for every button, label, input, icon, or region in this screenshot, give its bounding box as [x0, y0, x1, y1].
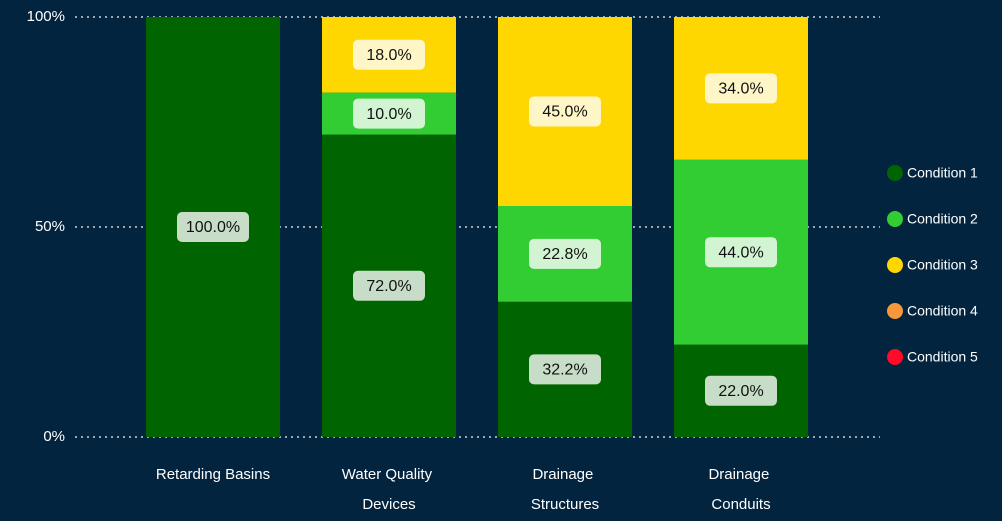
value-label-box	[177, 212, 249, 242]
legend-label: Condition 3	[907, 257, 978, 273]
value-label: 45.0%	[529, 96, 601, 127]
y-tick-label: 0%	[43, 428, 65, 445]
value-label-box	[705, 237, 777, 268]
value-label-text: 45.0%	[542, 104, 587, 121]
value-label: 18.0%	[353, 39, 425, 70]
legend-label: Condition 5	[907, 349, 978, 365]
value-label: 34.0%	[705, 73, 777, 104]
x-tick-label: Drainage Structures	[531, 466, 599, 513]
legend-marker	[887, 165, 903, 181]
legend-label: Condition 2	[907, 211, 978, 227]
legend-marker	[887, 303, 903, 319]
value-label-box	[529, 354, 601, 385]
x-tick-label-line: Devices	[362, 496, 415, 513]
value-label: 32.2%	[529, 354, 601, 385]
value-label-text: 34.0%	[718, 81, 763, 98]
value-label-text: 10.0%	[366, 106, 411, 123]
value-label-box	[353, 39, 425, 70]
x-tick-label-line: Water Quality	[342, 466, 436, 483]
value-label: 22.8%	[529, 238, 601, 269]
x-tick-label: Drainage Conduits	[708, 466, 773, 513]
x-tick-label-line: Conduits	[711, 496, 770, 513]
legend-marker	[887, 257, 903, 273]
value-label-text: 44.0%	[718, 244, 763, 261]
value-label-text: 72.0%	[366, 278, 411, 295]
legend-label: Condition 4	[907, 303, 978, 319]
x-tick-label: Water Quality Devices	[342, 466, 436, 513]
x-tick-label: Retarding Basins	[156, 466, 270, 483]
value-label: 100.0%	[177, 212, 249, 242]
value-label-box	[705, 375, 777, 406]
x-tick-label-line: Structures	[531, 496, 599, 513]
value-label: 44.0%	[705, 237, 777, 268]
value-label-box	[529, 96, 601, 127]
legend-marker	[887, 349, 903, 365]
value-label-text: 32.2%	[542, 362, 587, 379]
legend-label: Condition 1	[907, 165, 978, 181]
value-label-text: 100.0%	[186, 219, 240, 236]
value-label-text: 18.0%	[366, 47, 411, 64]
value-label: 72.0%	[353, 270, 425, 301]
value-label: 10.0%	[353, 98, 425, 129]
value-label: 22.0%	[705, 375, 777, 406]
value-label-text: 22.8%	[542, 246, 587, 263]
value-label-box	[353, 98, 425, 129]
x-tick-label-line: Drainage	[708, 466, 773, 483]
value-label-box	[353, 270, 425, 301]
y-tick-label: 50%	[35, 218, 65, 235]
value-label-box	[705, 73, 777, 104]
value-label-text: 22.0%	[718, 383, 763, 400]
x-tick-label-line: Drainage	[532, 466, 597, 483]
value-label-box	[529, 238, 601, 269]
legend-marker	[887, 211, 903, 227]
y-tick-label: 100%	[27, 8, 65, 25]
